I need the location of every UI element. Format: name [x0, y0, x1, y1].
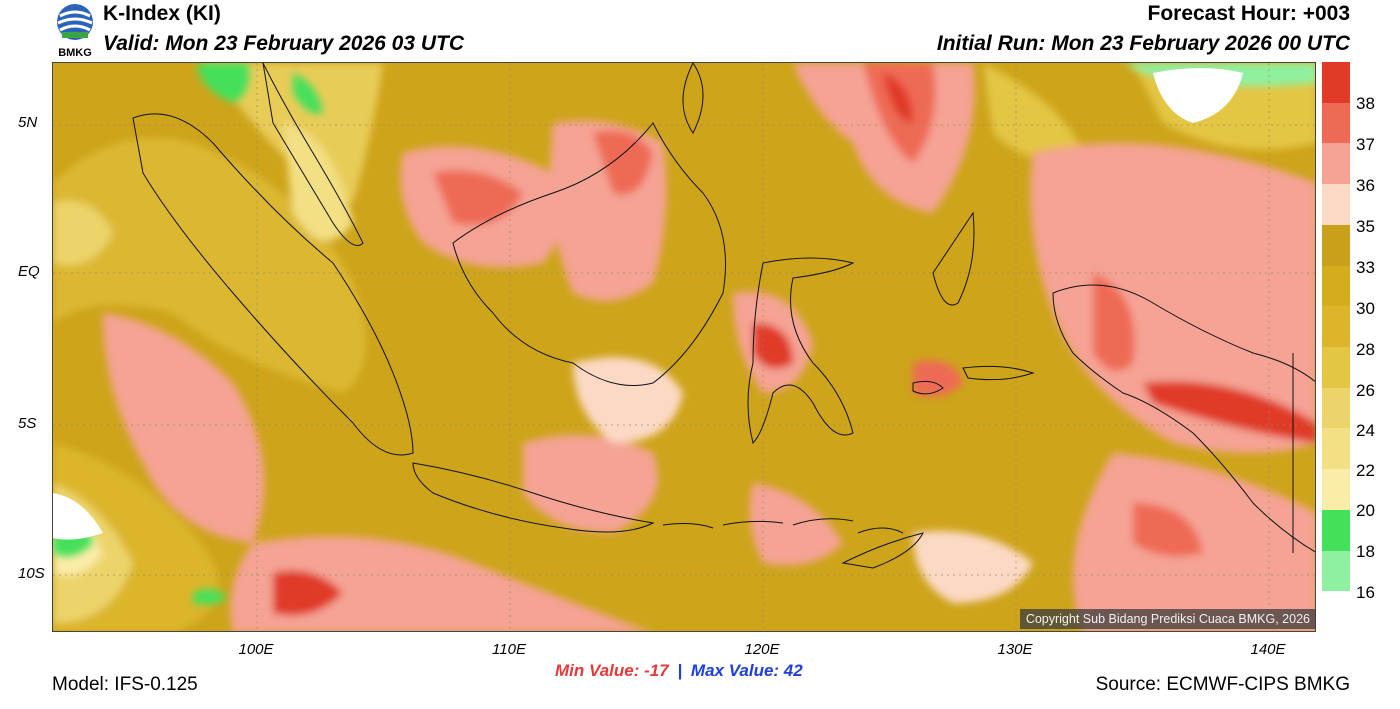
high-index-fields — [103, 63, 1315, 631]
colorbar-segment — [1322, 265, 1350, 307]
k-index-map — [52, 62, 1316, 632]
model-label: Model: IFS-0.125 — [52, 674, 198, 695]
forecast-hour: Forecast Hour: +003 — [1147, 2, 1351, 25]
malay-coast — [262, 63, 364, 246]
colorbar-label-16: 16 — [1356, 583, 1375, 602]
colorbar-segment — [1322, 143, 1350, 185]
colorbar-segment — [1322, 469, 1350, 511]
colorbar-label-37: 37 — [1356, 135, 1375, 154]
nusa-tenggara-coast — [662, 518, 904, 534]
min-patch-north — [1153, 68, 1243, 123]
min-value: Min Value: -17 — [555, 661, 669, 680]
colorbar-label-38: 38 — [1356, 94, 1375, 113]
timor-coast — [841, 532, 924, 569]
papua-coast — [1052, 284, 1315, 553]
colorbar-segment — [1322, 428, 1350, 470]
graticule — [53, 63, 1315, 631]
lon-label-120e: 120E — [744, 641, 780, 658]
colorbar — [1322, 62, 1350, 633]
colorbar-segment — [1322, 347, 1350, 388]
lon-label-100e: 100E — [238, 641, 274, 658]
colorbar-segment — [1322, 550, 1350, 592]
colorbar-segment — [1322, 224, 1350, 266]
lon-label-140e: 140E — [1250, 641, 1286, 658]
colorbar-segment — [1322, 102, 1350, 144]
borneo-coast — [452, 122, 726, 386]
lon-label-110e: 110E — [492, 641, 526, 658]
min-patch-south — [53, 493, 103, 540]
colorbar-label-28: 28 — [1356, 340, 1375, 359]
java-coast — [412, 462, 655, 533]
colorbar-label-35: 35 — [1356, 217, 1375, 236]
colorbar-label-24: 24 — [1356, 421, 1375, 440]
colorbar-label-30: 30 — [1356, 299, 1375, 318]
valid-time: Valid: Mon 23 February 2026 03 UTC — [103, 32, 465, 55]
colorbar-label-36: 36 — [1356, 176, 1375, 195]
lat-label-eq: EQ — [18, 263, 40, 280]
min-max-values: Min Value: -17 | Max Value: 42 — [555, 661, 803, 681]
colorbar-segment — [1322, 184, 1350, 226]
colorbar-label-33: 33 — [1356, 258, 1375, 277]
colorbar-label-22: 22 — [1356, 461, 1375, 480]
chart-title: K-Index (KI) — [103, 2, 221, 25]
colorbar-label-20: 20 — [1356, 501, 1375, 520]
maluku-coast — [932, 211, 975, 306]
colorbar-segment — [1322, 509, 1350, 551]
colorbar-label-18: 18 — [1356, 542, 1375, 561]
lat-label-5s: 5S — [18, 415, 37, 432]
colorbar-label-26: 26 — [1356, 381, 1375, 400]
max-value: Max Value: 42 — [690, 661, 803, 680]
source-label: Source: ECMWF-CIPS BMKG — [1095, 674, 1350, 695]
initial-run: Initial Run: Mon 23 February 2026 00 UTC — [936, 32, 1350, 55]
bmkg-logo: BMKG — [52, 2, 98, 60]
colorbar-segment — [1322, 62, 1350, 103]
min-max-separator: | — [677, 661, 683, 680]
sulawesi-coast — [747, 257, 855, 444]
logo-text: BMKG — [58, 47, 92, 59]
copyright-notice: Copyright Sub Bidang Prediksi Cuaca BMKG… — [1019, 609, 1316, 629]
lat-label-5n: 5N — [18, 114, 38, 131]
colorbar-segment — [1322, 387, 1350, 429]
colorbar-segment — [1322, 306, 1350, 348]
lon-label-130e: 130E — [997, 641, 1033, 658]
sumatra-coast — [132, 113, 414, 456]
colorbar-segment — [1322, 591, 1350, 633]
coastlines — [132, 63, 1315, 569]
lat-label-10s: 10S — [18, 565, 45, 582]
